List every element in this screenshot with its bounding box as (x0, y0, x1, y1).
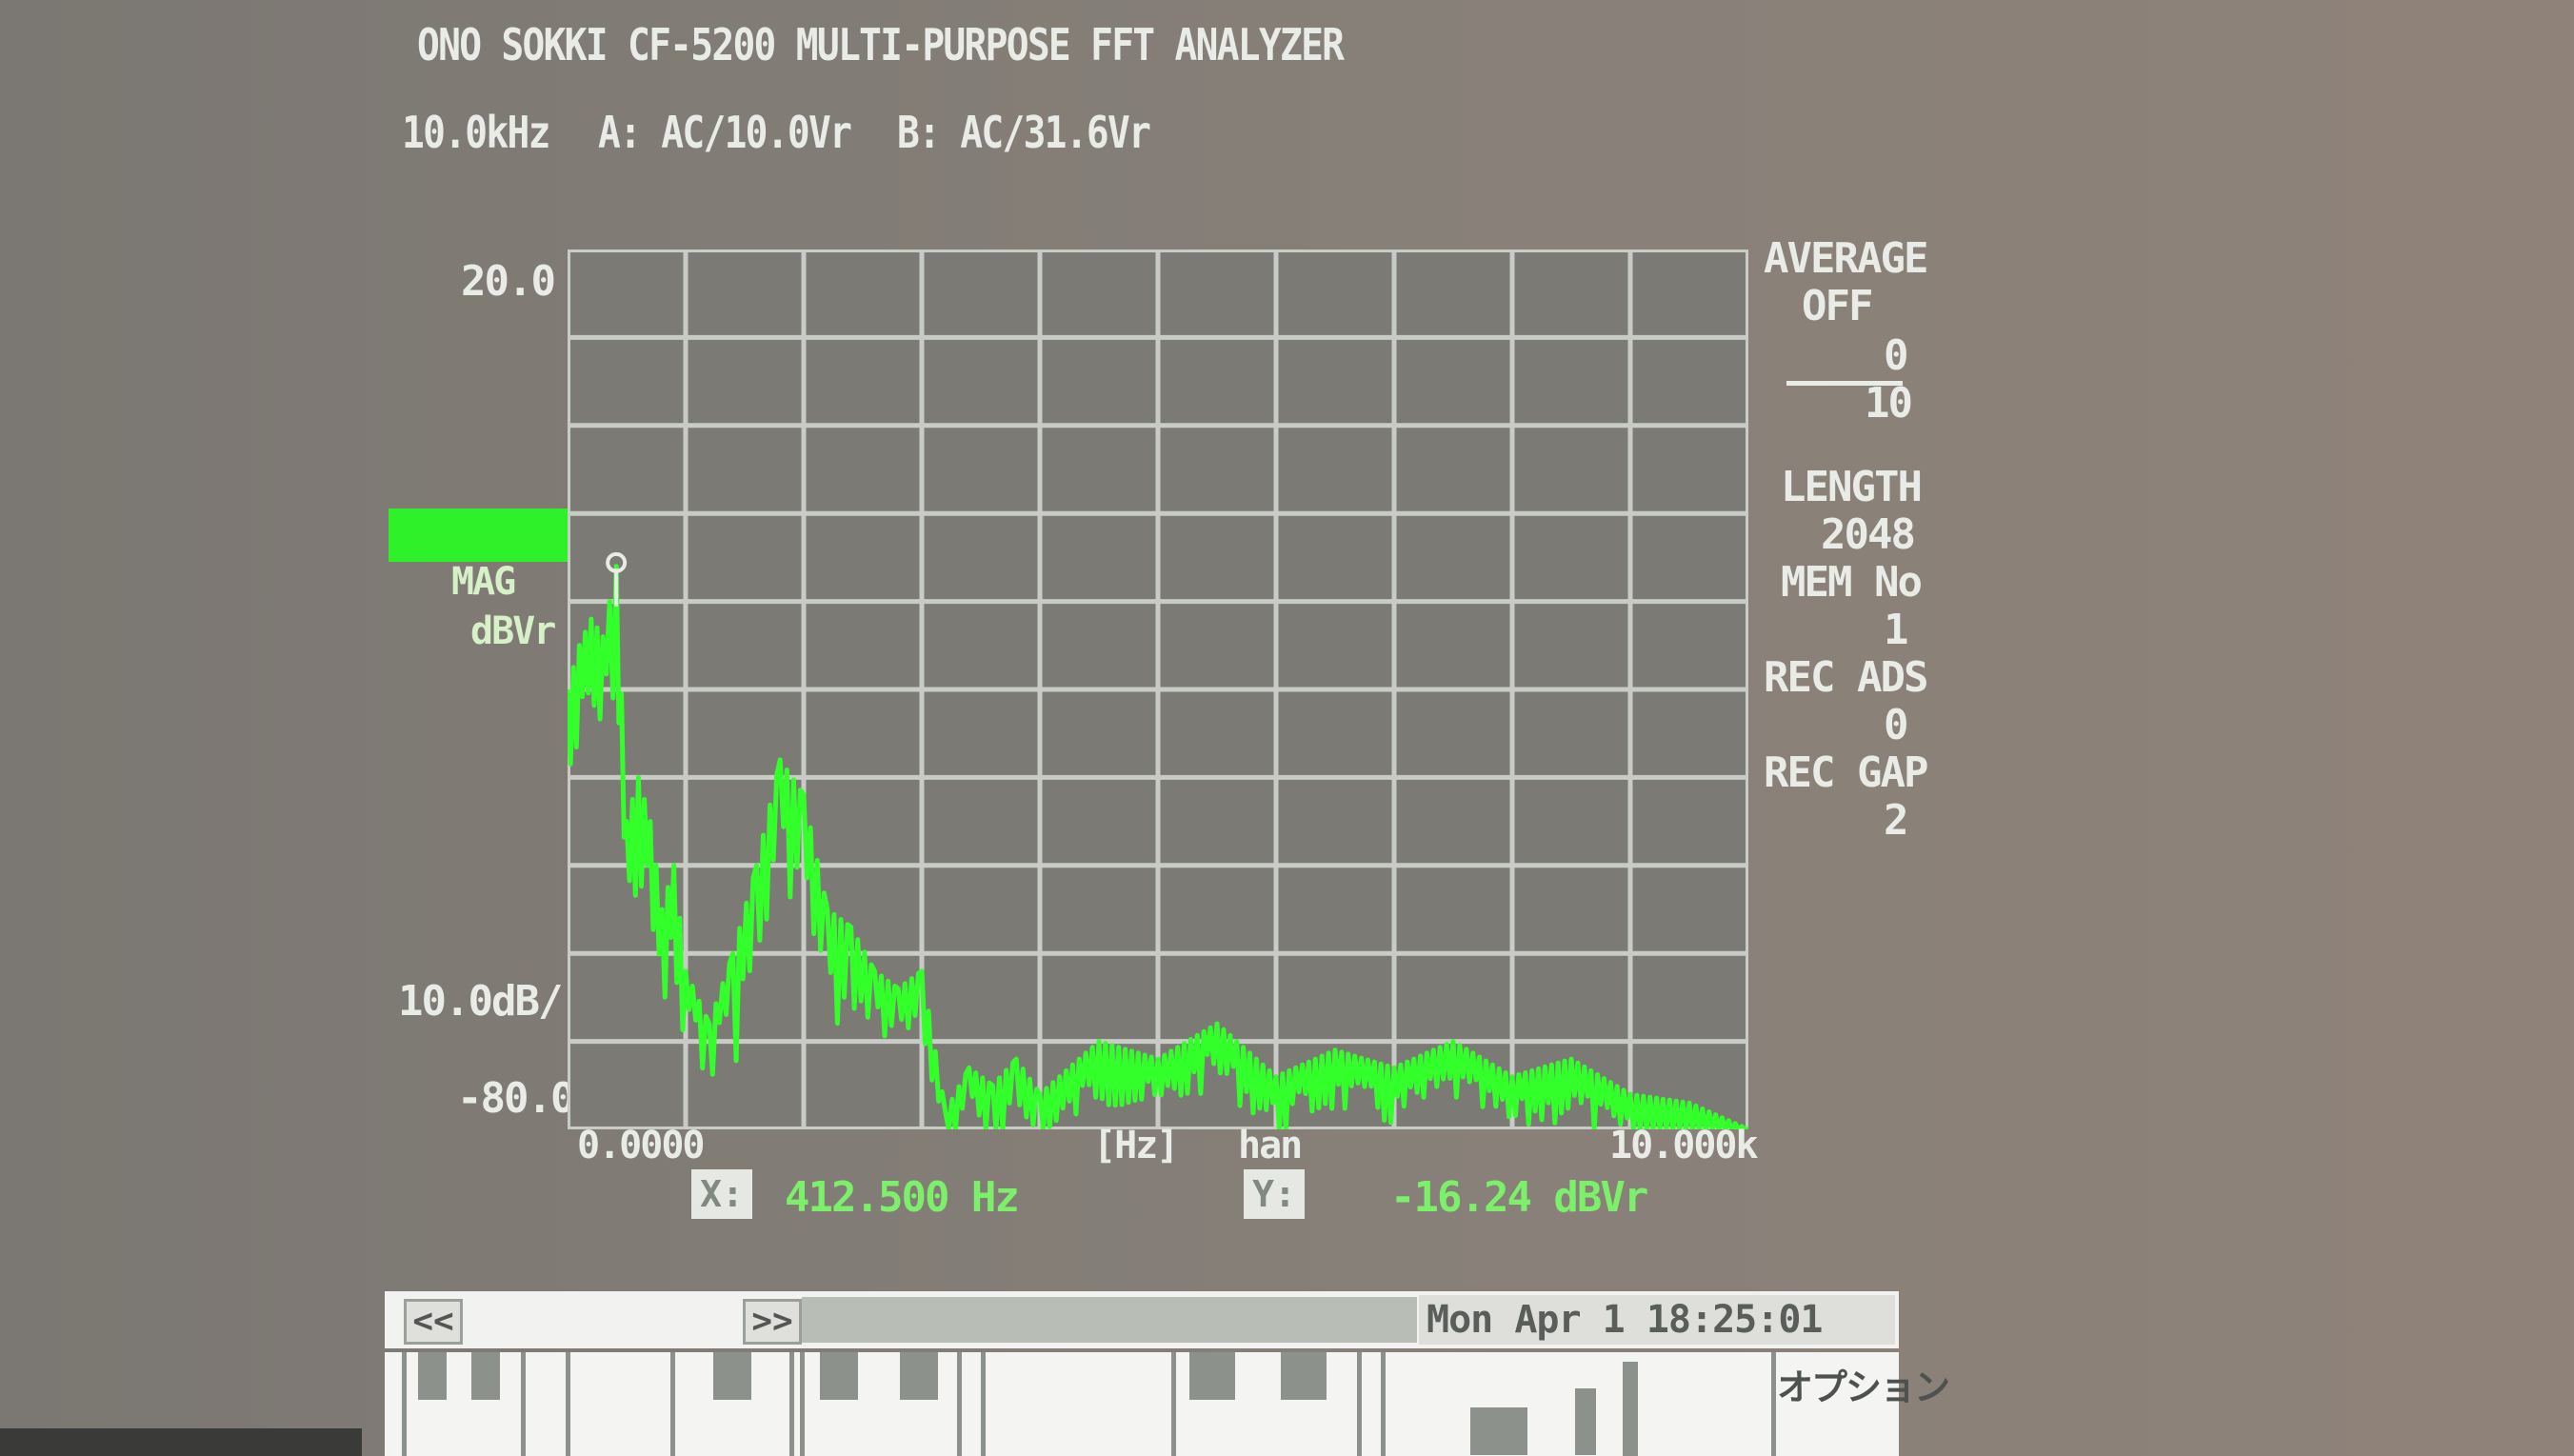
bezel-shadow (0, 1428, 362, 1456)
y-axis-bottom-label: -80.0 (457, 1074, 575, 1123)
analyzer-title: ONO SOKKI CF-5200 MULTI-PURPOSE FFT ANAL… (417, 19, 1345, 70)
y-axis-unit-label: dBVr (470, 609, 556, 653)
rec-gap-value: 2 (1884, 796, 1908, 845)
mem-value: 1 (1884, 606, 1908, 654)
x-axis-unit-label: [Hz] (1093, 1124, 1179, 1167)
average-fraction-divider (1786, 381, 1903, 386)
rec-ads-value: 0 (1884, 701, 1908, 749)
clock-display: Mon Apr 1 18:25:01 1991 (1419, 1295, 1895, 1391)
page-next-button[interactable]: >> (743, 1299, 802, 1345)
softkey-5[interactable] (981, 1352, 1000, 1456)
cursor-x-badge: X: (691, 1169, 752, 1219)
spectrum-plot (568, 249, 1748, 1129)
softkey-row (385, 1352, 1899, 1456)
rec-ads-label: REC ADS (1764, 653, 1928, 702)
page-indicator (802, 1297, 1417, 1343)
softkey-4[interactable] (800, 1352, 962, 1456)
spectrum-trace (568, 564, 1748, 1129)
softkey-1[interactable] (402, 1352, 526, 1456)
option-softkey-label[interactable]: オプション (1777, 1366, 1950, 1408)
length-value: 2048 (1821, 510, 1916, 559)
peak-marker (606, 551, 628, 607)
softkey-3[interactable] (670, 1352, 794, 1456)
length-label: LENGTH (1781, 463, 1923, 511)
average-count: 0 (1884, 331, 1908, 380)
average-total: 10 (1865, 379, 1913, 428)
window-function-label: han (1238, 1124, 1303, 1167)
plot-grid (568, 249, 1748, 1129)
x-axis-end-label: 10.000k (1609, 1124, 1759, 1167)
cursor-x-value: 412.500 Hz (785, 1173, 1020, 1222)
softkey-6[interactable] (1171, 1352, 1362, 1456)
channel-a-setting: A: AC/10.0Vr (598, 107, 852, 158)
y-axis-mode-label: MAG (451, 560, 516, 604)
softkey-2[interactable] (566, 1352, 594, 1456)
cursor-y-value: -16.24 dBVr (1390, 1173, 1648, 1222)
softkey-9[interactable] (1771, 1352, 1899, 1456)
softkey-8[interactable] (1432, 1352, 1638, 1456)
cursor-y-badge: Y: (1244, 1169, 1305, 1219)
reference-level-marker (389, 509, 575, 562)
average-state: OFF (1802, 282, 1873, 330)
channel-b-setting: B: AC/31.6Vr (897, 107, 1151, 158)
average-label: AVERAGE (1764, 234, 1928, 283)
page-prev-button[interactable]: << (404, 1299, 463, 1345)
y-axis-top-label: 20.0 (461, 257, 556, 306)
softkey-7[interactable] (1381, 1352, 1409, 1456)
marker-dot (606, 551, 628, 573)
x-axis-start-label: 0.0000 (577, 1124, 705, 1167)
rec-gap-label: REC GAP (1764, 748, 1928, 797)
y-axis-scale-label: 10.0dB/ (398, 977, 563, 1026)
mem-label: MEM No (1781, 558, 1923, 607)
frequency-range: 10.0kHz (402, 107, 550, 158)
